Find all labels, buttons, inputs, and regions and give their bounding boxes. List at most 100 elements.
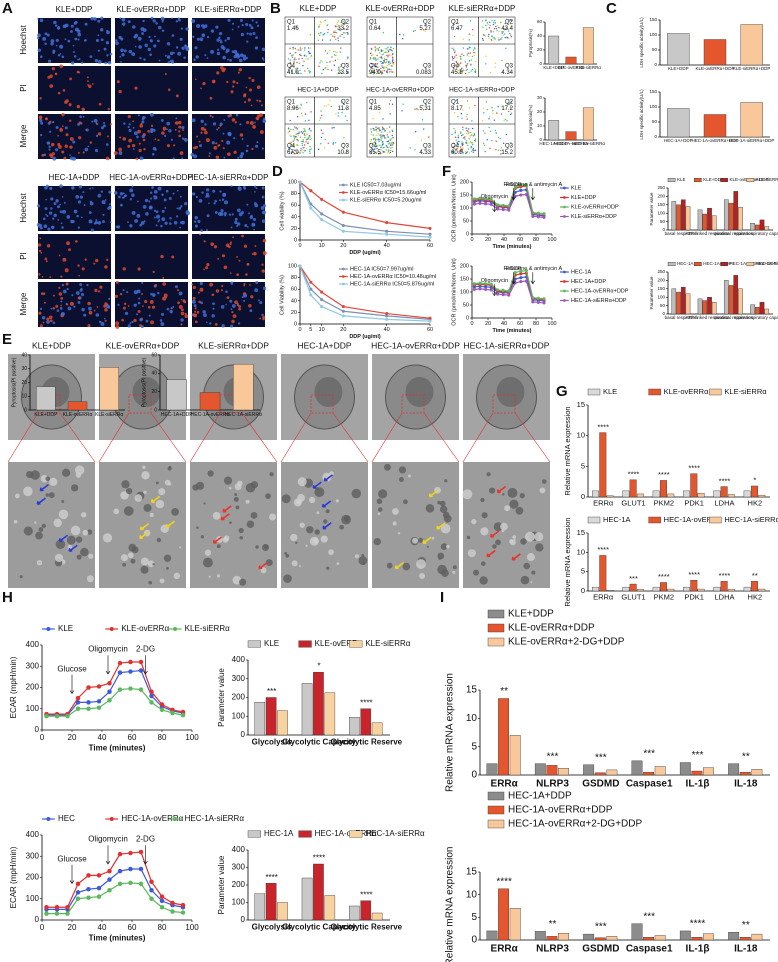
nucleus [496, 377, 525, 407]
event-dot [465, 140, 468, 142]
legend-label: HEC-1A-siERRα+DDP [756, 261, 778, 266]
event-dot [474, 149, 477, 151]
event-dot [456, 57, 458, 59]
cell [164, 72, 167, 76]
organelle [120, 491, 129, 500]
cell [106, 258, 109, 261]
cell [237, 208, 241, 213]
arrow [394, 561, 405, 570]
cell [175, 215, 179, 218]
cell [181, 308, 184, 312]
event-dot [308, 72, 311, 74]
cell [52, 321, 56, 325]
y-tick-label: 400 [26, 640, 40, 649]
bar [233, 363, 254, 411]
event-dot [451, 149, 454, 152]
y-tick-label: 40 [21, 352, 27, 358]
cell [138, 142, 141, 145]
bar [654, 935, 666, 941]
cell [116, 80, 120, 84]
legend-swatch [746, 262, 755, 267]
y-tick-label: 10 [21, 394, 27, 400]
cell [169, 309, 173, 314]
cell [203, 268, 205, 271]
cell [262, 286, 267, 291]
bar [548, 120, 560, 141]
legend-marker [563, 186, 566, 190]
cell [259, 130, 264, 134]
cell [103, 317, 106, 320]
event-dot [305, 55, 307, 57]
quadrant-value: 5.27 [419, 26, 431, 32]
point [496, 292, 500, 296]
cell [140, 123, 143, 126]
cell [205, 195, 208, 198]
cell [245, 56, 248, 60]
event-dot [309, 47, 312, 49]
x-tick-label: HK2 [748, 499, 763, 508]
event-dot [326, 24, 328, 27]
bar [498, 888, 510, 941]
legend-label: HEC-1A IC50=7.997ug/ml [350, 266, 413, 272]
organelle [308, 496, 316, 504]
event-dot [460, 146, 462, 148]
cell [161, 29, 165, 32]
cell [129, 322, 132, 325]
organelle [418, 537, 424, 543]
y-tick-label: 200 [232, 880, 246, 889]
point [117, 868, 123, 874]
cell [211, 141, 215, 145]
cell [81, 107, 85, 111]
cell [120, 60, 122, 63]
event-dot [345, 22, 347, 24]
event-dot [377, 47, 379, 50]
event-dot [500, 149, 502, 152]
event-dot [308, 50, 310, 53]
cell [143, 147, 146, 151]
event-dot [377, 153, 380, 155]
cell [127, 324, 131, 328]
point [524, 183, 528, 187]
cell [139, 223, 142, 227]
cell [245, 273, 248, 276]
cell [66, 287, 69, 291]
cell [97, 290, 101, 293]
cell [231, 319, 235, 324]
column-header: HEC-1A-siERRα+DDP [188, 173, 269, 182]
event-dot [383, 151, 386, 153]
point [149, 896, 154, 901]
event-dot [299, 136, 302, 138]
event-dot [295, 135, 297, 138]
event-dot [332, 143, 334, 145]
cell [219, 40, 223, 44]
y-axis-label: Parameter value [649, 276, 654, 310]
event-dot [503, 33, 506, 35]
event-dot [299, 49, 301, 51]
cell [48, 145, 51, 149]
cell [200, 131, 203, 134]
event-dot [470, 63, 472, 65]
cell [232, 80, 236, 84]
event-dot [304, 136, 306, 139]
event-dot [292, 135, 295, 137]
bar [743, 490, 751, 498]
cell [97, 132, 102, 136]
point [65, 713, 70, 719]
organelle [66, 535, 76, 545]
event-dot [509, 23, 511, 25]
point [298, 180, 302, 184]
row-label: Hoechst [19, 25, 28, 55]
cell [215, 155, 220, 160]
cell [88, 306, 92, 311]
cell [92, 83, 94, 85]
y-tick-label: 15 [466, 867, 478, 878]
event-dot [495, 25, 497, 28]
event-dot [377, 138, 379, 140]
x-tick-label: HEC-1A+DDP [664, 138, 693, 143]
event-dot [309, 138, 312, 141]
organelle [80, 547, 89, 557]
event-dot [497, 136, 500, 139]
nucleus [405, 377, 434, 407]
cell [49, 186, 53, 191]
y-tick-label: 250 [657, 269, 665, 274]
